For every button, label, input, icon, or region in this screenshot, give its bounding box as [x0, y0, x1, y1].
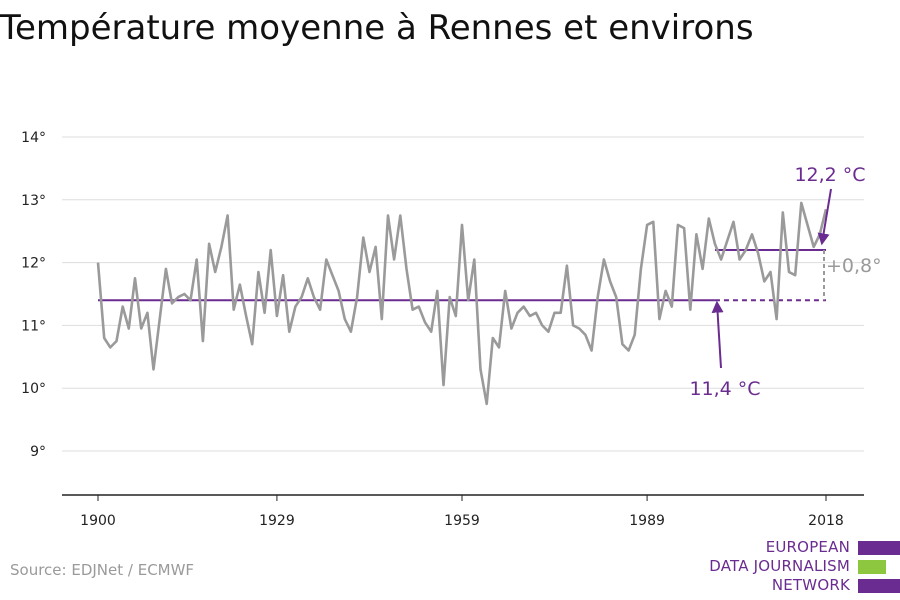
logo-bar-green: [858, 560, 886, 574]
logo-line-2: DATA JOURNALISM: [709, 557, 850, 575]
recent-average-label: 12,2 °C: [794, 164, 865, 186]
x-tick-label: 2018: [808, 513, 844, 529]
y-tick-label: 10°: [21, 381, 46, 397]
edjnet-logo[interactable]: EUROPEAN DATA JOURNALISM NETWORK: [700, 538, 900, 598]
baseline-arrow: [711, 300, 724, 369]
x-tick-label: 1959: [444, 513, 480, 529]
x-axis: 1900 1929 1959 1989 2018: [62, 494, 864, 529]
chart-title: Température moyenne à Rennes et environs: [0, 8, 754, 48]
x-tick-label: 1900: [80, 513, 116, 529]
logo-bar-purple-2: [858, 579, 900, 593]
y-tick-label: 9°: [30, 444, 46, 460]
x-tick-label: 1929: [259, 513, 295, 529]
recent-arrow: [817, 188, 832, 246]
series-layer: [96, 201, 828, 406]
y-tick-label: 14°: [21, 130, 46, 146]
y-axis: 9° 10° 11° 12° 13° 14°: [21, 130, 46, 460]
x-tick-label: 1989: [629, 513, 665, 529]
logo-line-3: NETWORK: [771, 576, 850, 594]
temperature-series-line: [96, 201, 828, 406]
line-chart: 9° 10° 11° 12° 13° 14° 1900 1929 1959 1989 2018 1…: [21, 130, 881, 529]
y-tick-label: 12°: [21, 256, 46, 272]
logo-line-1: EUROPEAN: [765, 538, 850, 556]
source-note: Source: EDJNet / ECMWF: [10, 561, 195, 579]
baseline-average-label: 11,4 °C: [689, 378, 760, 400]
logo-bar-purple: [858, 541, 900, 555]
delta-label: +0,8°: [826, 255, 882, 277]
annotations: 12,2 °C 11,4 °C +0,8°: [689, 164, 881, 400]
y-tick-label: 11°: [21, 318, 46, 334]
y-tick-label: 13°: [21, 193, 46, 209]
